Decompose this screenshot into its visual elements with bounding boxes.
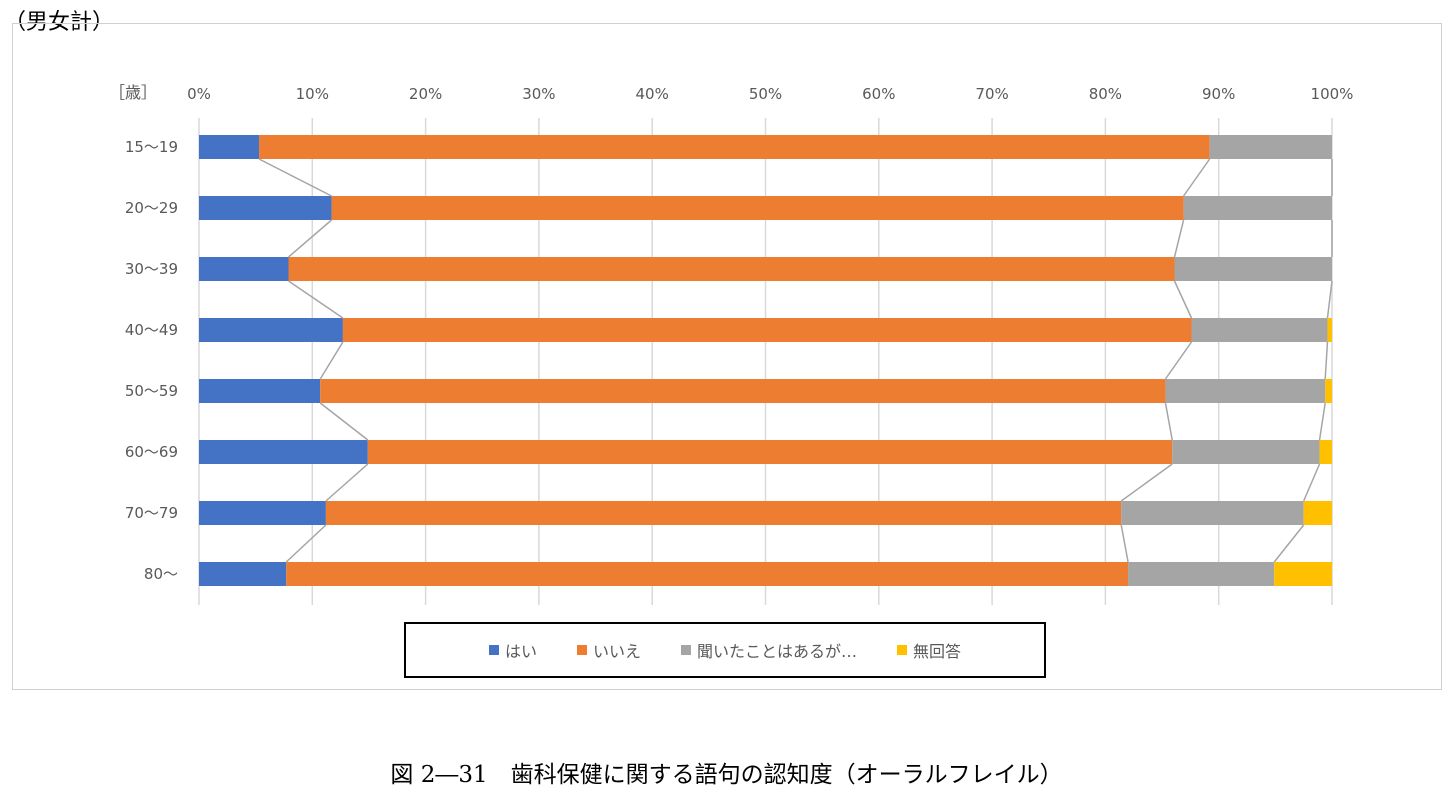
y-category-label: 30～39 [125, 260, 178, 278]
x-tick-label: 80% [1089, 85, 1122, 103]
bar-segment [199, 501, 326, 525]
y-category-label: 20～29 [125, 199, 178, 217]
x-tick-label: 10% [296, 85, 329, 103]
x-tick-label: 40% [636, 85, 669, 103]
bar-segment [259, 135, 1210, 159]
figure-caption: 図 2―31 歯科保健に関する語句の認知度（オーラルフレイル） [390, 762, 1063, 788]
x-tick-label: 50% [749, 85, 782, 103]
y-category-label: 60～69 [125, 443, 178, 461]
bar-segment [342, 318, 1192, 342]
bar-segment [199, 562, 287, 586]
bar-segment [199, 135, 260, 159]
bar-segment [1191, 318, 1328, 342]
legend-item: 聞いたことはあるが… [681, 638, 857, 662]
x-tick-label: 0% [187, 85, 211, 103]
x-tick-label: 100% [1311, 85, 1354, 103]
bar-segment [1209, 135, 1332, 159]
legend: はい いいえ 聞いたことはあるが… 無回答 [404, 622, 1046, 678]
bar-segment [1174, 257, 1332, 281]
legend-item: いいえ [576, 638, 641, 662]
series-line [258, 158, 332, 197]
bar-segment [1303, 501, 1332, 525]
bar-segment [288, 257, 1175, 281]
bar-segment [1327, 318, 1332, 342]
x-tick-label: 90% [1202, 85, 1235, 103]
legend-swatch [681, 645, 691, 655]
bar-segment [199, 440, 368, 464]
series-line [285, 524, 327, 563]
bar-segment [199, 379, 321, 403]
legend-swatch [488, 645, 499, 655]
series-line [325, 463, 369, 502]
bar-segment [1319, 440, 1332, 464]
legend-label: 無回答 [913, 642, 962, 661]
series-line [1173, 219, 1185, 258]
bar-segment [199, 257, 289, 281]
bar-segment [1183, 196, 1332, 220]
series-line [1302, 463, 1321, 502]
series-line [288, 280, 344, 319]
bar-segment [1172, 440, 1320, 464]
x-tick-label: 20% [409, 85, 442, 103]
x-tick-label: 60% [862, 85, 895, 103]
series-line [319, 402, 369, 441]
y-category-label: 70～79 [125, 504, 178, 522]
series-line [1273, 524, 1305, 563]
x-tick-label: 70% [975, 85, 1008, 103]
legend-label: いいえ [592, 642, 641, 661]
y-category-label: 50～59 [125, 382, 178, 400]
bar-segment [331, 196, 1184, 220]
series-line [288, 219, 333, 258]
bar-segment [1274, 562, 1332, 586]
y-category-label: 40～49 [125, 321, 178, 339]
legend-item: はい [488, 638, 537, 662]
bar-segment [199, 196, 332, 220]
series-line [1318, 402, 1326, 441]
chart-subtitle: （男女計） [4, 10, 115, 35]
bar-segment [1325, 379, 1332, 403]
legend-label: はい [504, 642, 537, 661]
chart-frame [12, 23, 1442, 690]
series-line [1120, 524, 1129, 563]
series-line [1173, 280, 1193, 319]
series-line [1326, 280, 1333, 319]
bar-segment [320, 379, 1166, 403]
bar-segment [1128, 562, 1275, 586]
y-category-label: 15～19 [125, 138, 178, 156]
unit-label: ［歳］ [109, 83, 157, 102]
legend-item: 無回答 [897, 638, 961, 662]
bar-segment [1165, 379, 1326, 403]
bar-segment [367, 440, 1173, 464]
legend-label: 聞いたことはあるが… [697, 642, 858, 661]
series-line [1164, 402, 1173, 441]
series-line [1324, 341, 1329, 380]
bar-segment [199, 318, 343, 342]
bar-segment [1121, 501, 1304, 525]
x-tick-label: 30% [522, 85, 555, 103]
bar-segment [286, 562, 1129, 586]
series-line [1120, 463, 1173, 502]
series-line [1164, 341, 1193, 380]
legend-swatch [897, 645, 908, 655]
series-line [1182, 158, 1211, 197]
bar-segment [325, 501, 1122, 525]
series-line [319, 341, 344, 380]
y-category-label: 80～ [144, 565, 178, 583]
legend-swatch [576, 645, 587, 655]
